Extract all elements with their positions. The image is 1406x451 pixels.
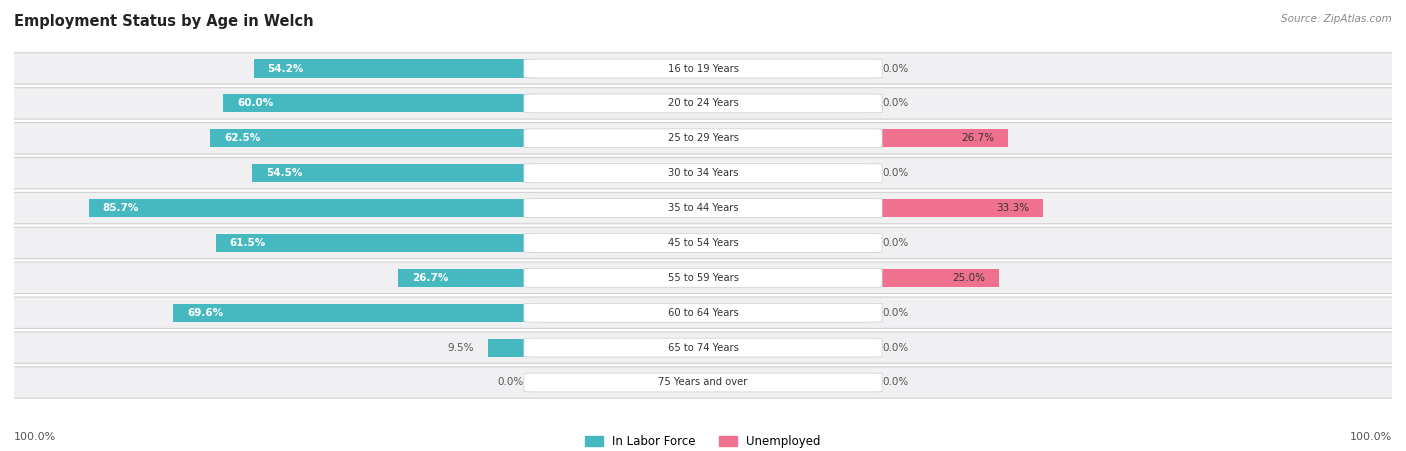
Text: 25.0%: 25.0% [952, 273, 986, 283]
Bar [254, 60, 537, 78]
Text: 26.7%: 26.7% [412, 273, 449, 283]
FancyBboxPatch shape [524, 234, 882, 253]
Text: 65 to 74 Years: 65 to 74 Years [668, 343, 738, 353]
FancyBboxPatch shape [524, 304, 882, 322]
Bar [869, 199, 1043, 217]
Text: 20 to 24 Years: 20 to 24 Years [668, 98, 738, 108]
FancyBboxPatch shape [524, 129, 882, 147]
Bar [252, 164, 537, 182]
FancyBboxPatch shape [0, 227, 1406, 258]
FancyBboxPatch shape [524, 198, 882, 217]
FancyBboxPatch shape [524, 338, 882, 357]
FancyBboxPatch shape [524, 268, 882, 287]
FancyBboxPatch shape [0, 87, 1406, 119]
FancyBboxPatch shape [0, 297, 1406, 328]
Text: 0.0%: 0.0% [882, 168, 908, 178]
Text: 100.0%: 100.0% [1350, 432, 1392, 442]
Text: 0.0%: 0.0% [498, 377, 524, 387]
Bar [869, 129, 1008, 147]
Text: 0.0%: 0.0% [882, 98, 908, 108]
Text: 9.5%: 9.5% [447, 343, 474, 353]
Bar [488, 339, 537, 357]
Text: 54.2%: 54.2% [267, 64, 304, 74]
Bar [211, 129, 537, 147]
Bar [869, 269, 1000, 287]
Text: 30 to 34 Years: 30 to 34 Years [668, 168, 738, 178]
Text: 0.0%: 0.0% [882, 238, 908, 248]
Text: 62.5%: 62.5% [224, 133, 260, 143]
FancyBboxPatch shape [524, 164, 882, 183]
FancyBboxPatch shape [0, 53, 1406, 84]
Text: 75 Years and over: 75 Years and over [658, 377, 748, 387]
Text: Employment Status by Age in Welch: Employment Status by Age in Welch [14, 14, 314, 28]
Text: 85.7%: 85.7% [103, 203, 139, 213]
Bar [224, 94, 537, 112]
Text: 0.0%: 0.0% [882, 343, 908, 353]
Text: 35 to 44 Years: 35 to 44 Years [668, 203, 738, 213]
Text: 54.5%: 54.5% [266, 168, 302, 178]
FancyBboxPatch shape [524, 59, 882, 78]
FancyBboxPatch shape [0, 123, 1406, 154]
Text: 60 to 64 Years: 60 to 64 Years [668, 308, 738, 318]
Text: 0.0%: 0.0% [882, 377, 908, 387]
Text: 55 to 59 Years: 55 to 59 Years [668, 273, 738, 283]
Text: 33.3%: 33.3% [995, 203, 1029, 213]
FancyBboxPatch shape [0, 262, 1406, 294]
Text: 16 to 19 Years: 16 to 19 Years [668, 64, 738, 74]
Bar [173, 304, 537, 322]
Text: 26.7%: 26.7% [962, 133, 994, 143]
Bar [89, 199, 537, 217]
Text: 69.6%: 69.6% [187, 308, 224, 318]
FancyBboxPatch shape [0, 193, 1406, 224]
FancyBboxPatch shape [0, 367, 1406, 398]
Text: 0.0%: 0.0% [882, 308, 908, 318]
Bar [398, 269, 537, 287]
Text: 60.0%: 60.0% [238, 98, 274, 108]
Text: Source: ZipAtlas.com: Source: ZipAtlas.com [1281, 14, 1392, 23]
Bar [215, 234, 537, 252]
Text: 45 to 54 Years: 45 to 54 Years [668, 238, 738, 248]
FancyBboxPatch shape [0, 157, 1406, 189]
Legend: In Labor Force, Unemployed: In Labor Force, Unemployed [581, 430, 825, 451]
FancyBboxPatch shape [0, 332, 1406, 364]
Text: 61.5%: 61.5% [229, 238, 266, 248]
FancyBboxPatch shape [524, 94, 882, 113]
Text: 100.0%: 100.0% [14, 432, 56, 442]
FancyBboxPatch shape [524, 373, 882, 392]
Text: 25 to 29 Years: 25 to 29 Years [668, 133, 738, 143]
Text: 0.0%: 0.0% [882, 64, 908, 74]
